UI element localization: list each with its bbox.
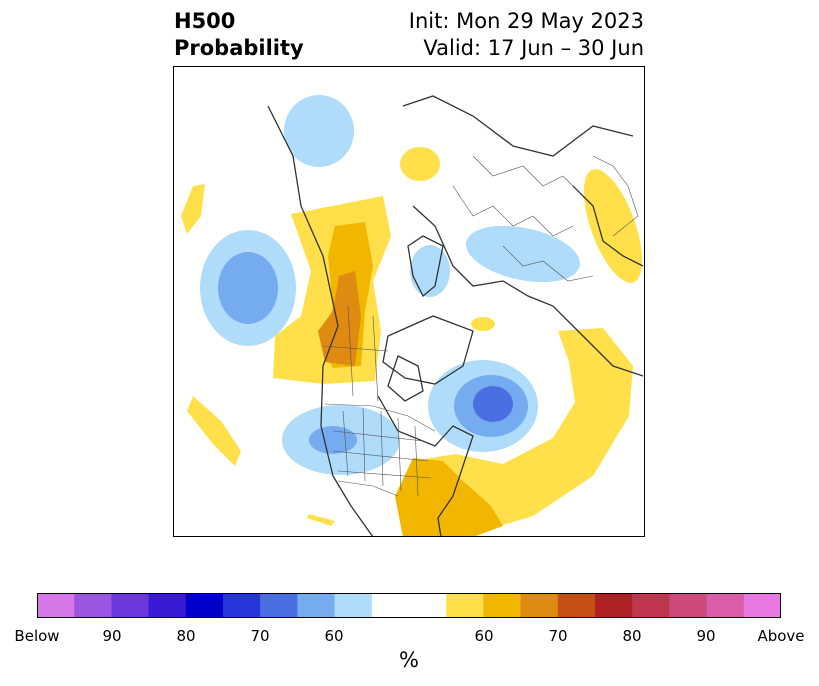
- border-canada-provinces: [322, 305, 389, 402]
- valid-range: Valid: 17 Jun – 30 Jun: [423, 36, 644, 60]
- colorbar-segment: [223, 593, 261, 618]
- title-left: H500 Probability: [174, 8, 304, 62]
- colorbar-segment: [334, 593, 373, 618]
- border-asia-4: [592, 155, 639, 237]
- colorbar-segment: [371, 593, 447, 618]
- colorbar-segment: [632, 593, 670, 618]
- colorbar-tick-below-60: 60: [324, 627, 344, 645]
- colorbar-segment: [297, 593, 336, 618]
- colorbar-unit: %: [399, 648, 419, 672]
- colorbar-tick-below-90: 90: [102, 627, 122, 645]
- anomaly-below-labrador-inner: [473, 386, 513, 422]
- colorbar-segment: [520, 593, 559, 618]
- colorbar-segment: [148, 593, 187, 618]
- colorbar-segment: [743, 593, 781, 618]
- colorbar-tick-below-80: 80: [176, 627, 196, 645]
- coastline-europe: [412, 205, 644, 377]
- coastline-north-america-west: [267, 105, 374, 537]
- anomaly-below-nw-canada: [284, 95, 354, 167]
- colorbar-segment: [111, 593, 150, 618]
- colorbar-segment: [557, 593, 596, 618]
- colorbar-segment: [595, 593, 633, 618]
- anomaly-above-pacific-south: [307, 514, 335, 526]
- border-us-mexico: [337, 480, 399, 497]
- border-us-states-1: [342, 407, 419, 497]
- colorbar-tick-above-80: 80: [622, 627, 642, 645]
- coastline-asia-east: [572, 185, 644, 267]
- anomaly-above-southeast-us: [395, 458, 503, 537]
- colorbar-segment: [483, 593, 522, 618]
- anomaly-above-scandinavia: [400, 147, 440, 181]
- anomaly-above-eurasia-east: [583, 169, 643, 283]
- coastline-scandinavia: [407, 235, 444, 298]
- coastline-north-america-east: [377, 395, 474, 537]
- colorbar-frame: [37, 593, 781, 618]
- anomaly-above-pacific-southwest: [187, 396, 241, 466]
- colorbar-segment: [74, 593, 112, 618]
- colorbar-segment: [669, 593, 708, 618]
- anomaly-above-pacific-northwest: [181, 184, 205, 234]
- colorbar-tick-above-60: 60: [474, 627, 494, 645]
- anomaly-below-greenland-sea: [410, 245, 450, 297]
- below-normal-regions: [200, 95, 580, 475]
- border-us-states-2: [332, 430, 432, 479]
- colorbar-segment: [446, 593, 484, 618]
- colorbar-segments: [37, 593, 781, 618]
- border-eurasia-1: [452, 185, 574, 237]
- border-us-canada: [324, 403, 436, 432]
- colorbar-tick-above-70: 70: [548, 627, 568, 645]
- title-right: Init: Mon 29 May 2023 Valid: 17 Jun – 30…: [409, 8, 644, 62]
- colorbar: [37, 593, 781, 618]
- colorbar-segment: [260, 593, 298, 618]
- colorbar-tick-below: Below: [14, 627, 60, 645]
- map-frame: [173, 66, 645, 537]
- anomaly-above-svalbard: [471, 317, 495, 331]
- colorbar-tick-below-70: 70: [250, 627, 270, 645]
- colorbar-segment: [37, 593, 75, 618]
- init-date: Init: Mon 29 May 2023: [408, 9, 644, 33]
- coastlines: [267, 95, 644, 537]
- probability-map: [173, 66, 645, 537]
- above-normal-regions: [181, 147, 643, 537]
- coastline-hudson-bay: [387, 355, 424, 402]
- colorbar-tick-above-90: 90: [696, 627, 716, 645]
- variable-subtitle: Probability: [174, 36, 304, 60]
- coastline-eurasia: [402, 95, 634, 157]
- colorbar-tick-above: Above: [757, 627, 805, 645]
- anomaly-below-pacific-inner: [218, 252, 278, 324]
- variable-title: H500: [174, 9, 236, 33]
- border-eurasia-3: [502, 245, 594, 282]
- coastline-greenland: [382, 315, 474, 385]
- political-borders: [322, 155, 639, 497]
- colorbar-segment: [706, 593, 745, 618]
- colorbar-segment: [185, 593, 224, 618]
- anomaly-below-west-us-inner: [309, 426, 357, 454]
- border-eurasia-2: [472, 155, 584, 197]
